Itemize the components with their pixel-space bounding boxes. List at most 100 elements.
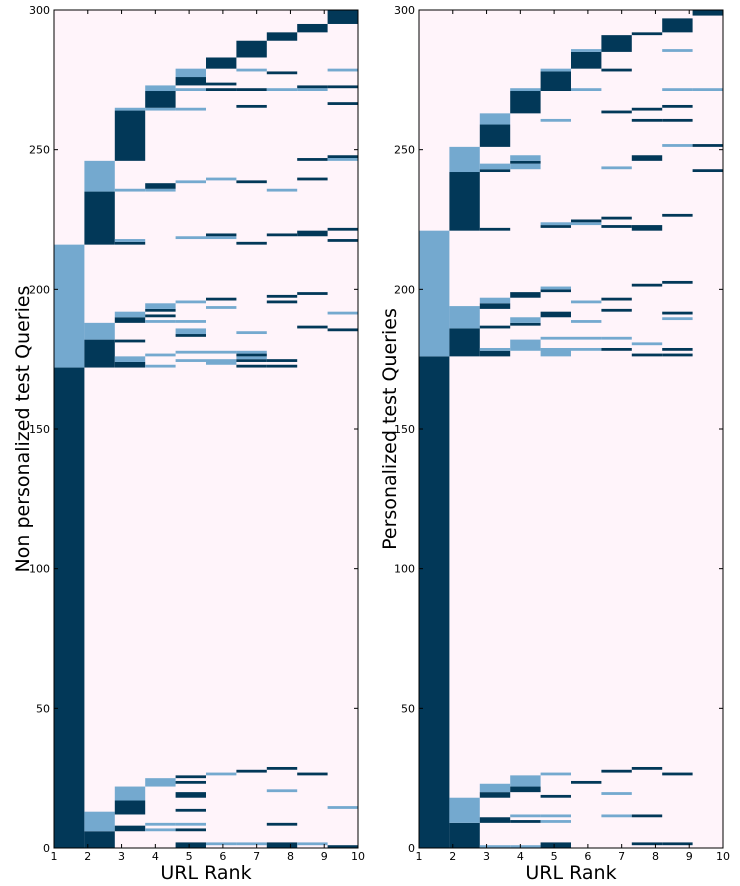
heatmap-cell-rank-8-88 xyxy=(266,233,298,237)
heatmap-cell-rank-5-47 xyxy=(175,300,206,304)
heatmap-cell-rank-2-2 xyxy=(84,831,115,848)
heatmap-cell-rank-7-65 xyxy=(601,336,632,340)
heatmap-cell-rank-5-52 xyxy=(175,77,206,86)
x-tick-label-2: 2 xyxy=(449,850,456,863)
heatmap-cell-rank-7-73 xyxy=(601,35,632,52)
heatmap-cell-rank-6-55 xyxy=(206,772,237,776)
heatmap-cell-rank-4-30 xyxy=(145,188,176,192)
heatmap-cell-rank-9-91 xyxy=(662,280,693,284)
heatmap-cell-rank-9-98 xyxy=(297,177,328,181)
heatmap-cell-rank-5-35 xyxy=(175,842,206,848)
heatmap-cell-rank-8-83 xyxy=(266,766,298,770)
heatmap-cell-rank-4-27 xyxy=(145,314,176,318)
heatmap-cell-rank-7-77 xyxy=(236,88,267,91)
heatmap-cell-rank-5-50 xyxy=(540,68,571,72)
heatmap-cell-rank-7-71 xyxy=(236,353,267,357)
heatmap-cell-rank-1-0 xyxy=(54,367,85,848)
heatmap-cell-rank-3-21 xyxy=(479,113,511,125)
left-plot-background xyxy=(54,10,358,848)
heatmap-cell-rank-8-87 xyxy=(266,294,298,298)
heatmap-cell-rank-4-31 xyxy=(510,163,541,170)
heatmap-cell-rank-9-96 xyxy=(662,88,693,91)
heatmap-cell-rank-10-105 xyxy=(327,328,358,332)
heatmap-cell-rank-8-78 xyxy=(631,342,663,346)
heatmap-cell-rank-2-2 xyxy=(449,822,480,848)
heatmap-cell-rank-10-110 xyxy=(327,155,358,159)
heatmap-cell-rank-9-88 xyxy=(662,347,693,351)
y-tick-label-300: 300 xyxy=(394,4,415,17)
heatmap-cell-rank-9-93 xyxy=(662,144,693,147)
heatmap-cell-rank-10-108 xyxy=(327,227,358,231)
y-tick-label-250: 250 xyxy=(394,144,415,157)
heatmap-cell-rank-8-86 xyxy=(266,300,298,304)
right-y-axis-title: Personalized test Queries xyxy=(379,308,401,550)
heatmap-cell-rank-2-3 xyxy=(84,811,115,832)
heatmap-cell-rank-8-79 xyxy=(631,283,663,287)
heatmap-cell-rank-6-52 xyxy=(571,347,602,351)
heatmap-cell-rank-8-89 xyxy=(266,188,298,192)
heatmap-cell-rank-3-12 xyxy=(479,350,511,357)
heatmap-cell-rank-4-29 xyxy=(145,303,176,309)
heatmap-cell-rank-5-40 xyxy=(540,772,571,776)
heatmap-cell-rank-4-33 xyxy=(145,91,176,108)
heatmap-cell-rank-3-15 xyxy=(479,303,511,309)
heatmap-cell-rank-7-69 xyxy=(601,216,632,220)
heatmap-cell-rank-9-86 xyxy=(662,772,693,776)
heatmap-cell-rank-6-60 xyxy=(571,49,602,52)
heatmap-cell-rank-3-11 xyxy=(479,783,511,793)
heatmap-cell-rank-7-72 xyxy=(601,68,632,72)
heatmap-cell-rank-2-6 xyxy=(84,191,115,245)
x-tick-label-8: 8 xyxy=(652,850,659,863)
right-heatmap-cells xyxy=(419,10,723,848)
heatmap-cell-rank-6-51 xyxy=(571,780,602,784)
heatmap-cell-rank-5-42 xyxy=(540,336,571,340)
heatmap-cell-rank-10-112 xyxy=(327,85,358,89)
heatmap-cell-rank-2-7 xyxy=(84,160,115,192)
heatmap-cell-rank-2-7 xyxy=(449,146,480,173)
heatmap-cell-rank-6-56 xyxy=(571,222,602,226)
y-tick-label-50: 50 xyxy=(36,702,50,715)
heatmap-cell-rank-4-25 xyxy=(145,353,176,357)
x-tick-label-6: 6 xyxy=(219,850,226,863)
heatmap-cell-rank-5-47 xyxy=(540,222,571,226)
heatmap-cell-rank-5-43 xyxy=(540,311,571,318)
heatmap-cell-rank-4-31 xyxy=(145,183,176,189)
heatmap-cell-rank-10-114 xyxy=(327,10,358,24)
x-tick-label-1: 1 xyxy=(416,850,423,863)
heatmap-cell-rank-7-68 xyxy=(236,364,267,368)
x-tick-label-10: 10 xyxy=(716,850,730,863)
heatmap-cell-rank-8-81 xyxy=(631,155,663,161)
heatmap-cell-rank-3-17 xyxy=(114,239,146,242)
heatmap-cell-rank-9-95 xyxy=(297,325,328,329)
heatmap-cell-rank-7-66 xyxy=(601,308,632,312)
y-tick-label-150: 150 xyxy=(29,423,50,436)
heatmap-cell-rank-4-24 xyxy=(510,814,541,818)
heatmap-cell-rank-10-104 xyxy=(327,806,358,809)
heatmap-cell-rank-3-18 xyxy=(114,188,146,192)
x-tick-label-10: 10 xyxy=(351,850,365,863)
heatmap-cell-rank-4-26 xyxy=(510,775,541,787)
heatmap-cell-rank-5-43 xyxy=(175,350,206,354)
heatmap-cell-rank-4-30 xyxy=(510,292,541,298)
x-tick-label-4: 4 xyxy=(517,850,524,863)
heatmap-cell-rank-5-41 xyxy=(175,775,206,779)
heatmap-cell-rank-8-90 xyxy=(266,88,298,91)
heatmap-cell-rank-4-33 xyxy=(510,155,541,161)
heatmap-cell-rank-8-75 xyxy=(631,814,663,818)
heatmap-cell-rank-7-68 xyxy=(601,225,632,228)
heatmap-cell-rank-4-23 xyxy=(510,820,541,823)
heatmap-cell-rank-7-74 xyxy=(236,241,267,245)
heatmap-cell-rank-1-0 xyxy=(419,356,450,848)
heatmap-cell-rank-4-27 xyxy=(510,339,541,351)
heatmap-cell-rank-3-8 xyxy=(479,845,511,848)
heatmap-cell-rank-7-70 xyxy=(601,166,632,170)
heatmap-cell-rank-7-70 xyxy=(236,356,267,360)
heatmap-cell-rank-9-98 xyxy=(662,18,693,33)
heatmap-cell-rank-10-102 xyxy=(692,10,723,16)
heatmap-cell-rank-3-15 xyxy=(114,311,146,318)
heatmap-cell-rank-8-77 xyxy=(631,353,663,357)
heatmap-cell-rank-6-58 xyxy=(206,306,237,309)
heatmap-cell-rank-9-90 xyxy=(662,311,693,315)
heatmap-cell-rank-5-39 xyxy=(540,794,571,798)
